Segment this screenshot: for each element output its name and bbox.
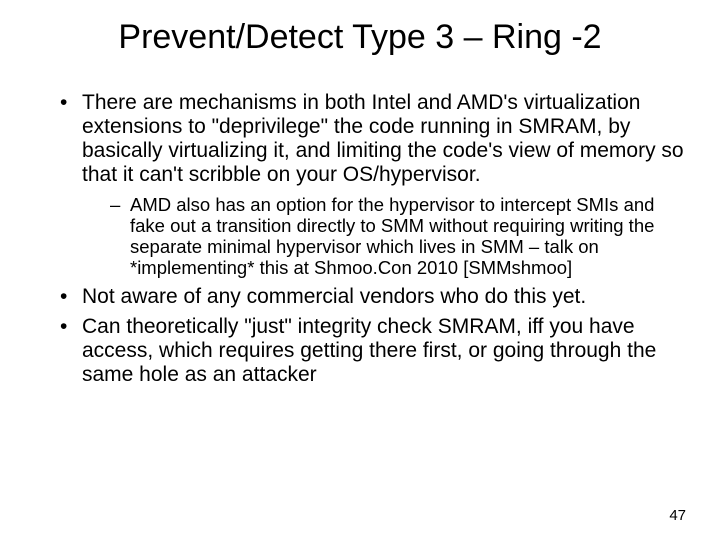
slide-content: There are mechanisms in both Intel and A… [30,91,690,387]
sub-bullet-list: AMD also has an option for the hyperviso… [82,194,690,279]
bullet-item: Not aware of any commercial vendors who … [54,285,690,309]
slide-title: Prevent/Detect Type 3 – Ring -2 [30,18,690,57]
bullet-text: Not aware of any commercial vendors who … [82,285,586,308]
page-number: 47 [669,507,686,524]
bullet-item: There are mechanisms in both Intel and A… [54,91,690,279]
bullet-text: There are mechanisms in both Intel and A… [82,91,684,186]
bullet-text: Can theoretically "just" integrity check… [82,315,656,386]
slide-container: Prevent/Detect Type 3 – Ring -2 There ar… [0,0,720,540]
sub-bullet-text: AMD also has an option for the hyperviso… [130,194,654,279]
bullet-list: There are mechanisms in both Intel and A… [54,91,690,387]
bullet-item: Can theoretically "just" integrity check… [54,315,690,387]
sub-bullet-item: AMD also has an option for the hyperviso… [106,194,690,279]
